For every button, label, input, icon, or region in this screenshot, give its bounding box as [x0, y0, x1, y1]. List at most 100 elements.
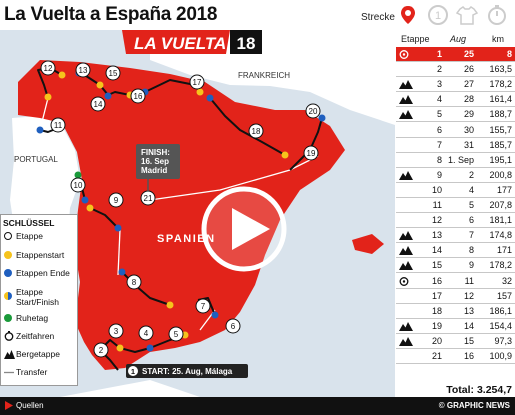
svg-text:19[interactable]: 19 [307, 149, 316, 158]
mountain-icon [399, 110, 413, 120]
stage-number-15: 15 [105, 65, 121, 81]
rest-day-dot[interactable] [74, 171, 82, 179]
table-row[interactable]: 7 31 185,7 [396, 138, 515, 153]
stage-end-dot[interactable] [206, 94, 214, 102]
legend-item-start-finish: Etappe Start/Finish [4, 287, 74, 309]
table-row[interactable]: 15 9 178,2 [396, 258, 515, 274]
stage-end-dot[interactable] [318, 114, 326, 122]
svg-text:16[interactable]: 16 [134, 92, 143, 101]
sources-arrow-icon[interactable] [5, 401, 13, 410]
table-row[interactable]: 14 8 171 [396, 243, 515, 259]
stage-end-dot[interactable] [118, 268, 126, 276]
table-row[interactable]: 3 27 178,2 [396, 77, 515, 93]
stage-date-cell: 14 [463, 320, 474, 331]
stage-table: Etappe Aug km 1 25 8 2 26 163,5 3 27 178,2 4 28 161… [396, 30, 515, 397]
stage-date-cell: 9 [468, 260, 474, 271]
table-row[interactable]: 9 2 200,8 [396, 168, 515, 183]
legend: SCHLÜSSEL Etappe Etappenstart Etappen En… [0, 214, 78, 386]
stage-1-icon[interactable]: 1 [427, 4, 449, 26]
table-row[interactable]: 10 4 177 [396, 183, 515, 198]
table-row[interactable]: 18 13 186,1 [396, 304, 515, 319]
start-finish-icon [4, 292, 12, 300]
legend-item-mountain: Bergetappe [4, 349, 74, 361]
stage-end-dot[interactable] [114, 224, 122, 232]
stage-start-dot[interactable] [44, 93, 52, 101]
stage-end-icon [4, 269, 12, 277]
svg-text:17[interactable]: 17 [193, 78, 202, 87]
map-pin-icon[interactable] [397, 4, 419, 26]
stage-km-cell: 188,7 [489, 109, 512, 120]
stage-km-cell: 157 [496, 290, 512, 301]
strecke-label: Strecke [361, 12, 395, 23]
svg-text:8[interactable]: 8 [132, 278, 137, 287]
stage-date-cell: 27 [463, 79, 474, 90]
svg-text:15[interactable]: 15 [109, 69, 118, 78]
table-row[interactable]: 19 14 154,4 [396, 319, 515, 334]
table-row[interactable]: 4 28 161,4 [396, 92, 515, 108]
jersey-icon[interactable] [456, 4, 478, 26]
stage-start-dot[interactable] [281, 151, 289, 159]
svg-text:3[interactable]: 3 [114, 327, 119, 336]
table-row[interactable]: 5 29 188,7 [396, 107, 515, 123]
svg-text:12[interactable]: 12 [44, 64, 53, 73]
svg-text:6[interactable]: 6 [231, 322, 236, 331]
play-icon[interactable] [201, 186, 287, 272]
table-row[interactable]: 1 25 8 [396, 47, 515, 63]
stage-km-cell: 178,2 [489, 260, 512, 271]
svg-text:18[interactable]: 18 [252, 127, 261, 136]
sources-link[interactable]: Quellen [16, 401, 44, 410]
stage-end-dot[interactable] [81, 196, 89, 204]
stage-start-dot[interactable] [166, 301, 174, 309]
table-row[interactable]: 8 1. Sep 195,1 [396, 153, 515, 168]
mountain-icon [399, 321, 413, 331]
stage-date-cell: 6 [468, 215, 474, 226]
table-row[interactable]: 12 6 181,1 [396, 213, 515, 229]
stage-start-dot[interactable] [86, 204, 94, 212]
svg-text:14[interactable]: 14 [94, 100, 103, 109]
balearic-island [352, 234, 384, 254]
stage-number-18: 18 [248, 123, 264, 139]
svg-text:5[interactable]: 5 [174, 330, 179, 339]
stage-start-dot[interactable] [196, 88, 204, 96]
stage-start-dot[interactable] [116, 344, 124, 352]
table-row[interactable]: 17 12 157 [396, 289, 515, 304]
legend-item-rest-day: Ruhetag [4, 313, 74, 325]
table-row[interactable]: 11 5 207,8 [396, 198, 515, 214]
stage-start-dot[interactable] [58, 71, 66, 79]
table-row[interactable]: 13 7 174,8 [396, 228, 515, 244]
time-trial-icon [399, 276, 409, 286]
svg-text:7[interactable]: 7 [201, 302, 206, 311]
stage-end-dot[interactable] [104, 92, 112, 100]
svg-text:10[interactable]: 10 [74, 181, 83, 190]
stage-number-4: 4 [138, 325, 154, 341]
stage-end-dot[interactable] [211, 311, 219, 319]
table-row[interactable]: 16 11 32 [396, 274, 515, 289]
stage-start-dot[interactable] [96, 81, 104, 89]
svg-text:11[interactable]: 11 [54, 121, 63, 130]
stage-end-dot[interactable] [36, 126, 44, 134]
footer: Quellen © GRAPHIC NEWS [0, 397, 515, 415]
table-row[interactable]: 21 16 100,9 [396, 349, 515, 365]
total-distance: Total: 3.254,7 [446, 384, 512, 396]
svg-text:20[interactable]: 20 [309, 107, 318, 116]
stage-number-cell: 20 [431, 335, 442, 346]
stage-km-cell: 163,5 [489, 64, 512, 75]
stopwatch-icon[interactable] [486, 4, 508, 26]
stage-km-cell: 178,2 [489, 79, 512, 90]
stage-number-cell: 16 [431, 275, 442, 286]
mountain-icon [399, 95, 413, 105]
svg-text:21[interactable]: 21 [144, 194, 153, 203]
stage-end-dot[interactable] [146, 344, 154, 352]
table-row[interactable]: 2 26 163,5 [396, 62, 515, 78]
table-row[interactable]: 20 15 97,3 [396, 334, 515, 349]
stage-date-cell: 31 [463, 139, 474, 150]
svg-text:4[interactable]: 4 [144, 329, 149, 338]
svg-text:13[interactable]: 13 [79, 66, 88, 75]
stage-number-cell: 7 [436, 139, 442, 150]
stage-date-cell: 4 [468, 184, 474, 195]
stage-km-cell: 32 [501, 275, 512, 286]
svg-text:9[interactable]: 9 [114, 196, 119, 205]
svg-text:2[interactable]: 2 [99, 346, 104, 355]
table-row[interactable]: 6 30 155,7 [396, 123, 515, 138]
stage-date-cell: 2 [468, 169, 474, 180]
